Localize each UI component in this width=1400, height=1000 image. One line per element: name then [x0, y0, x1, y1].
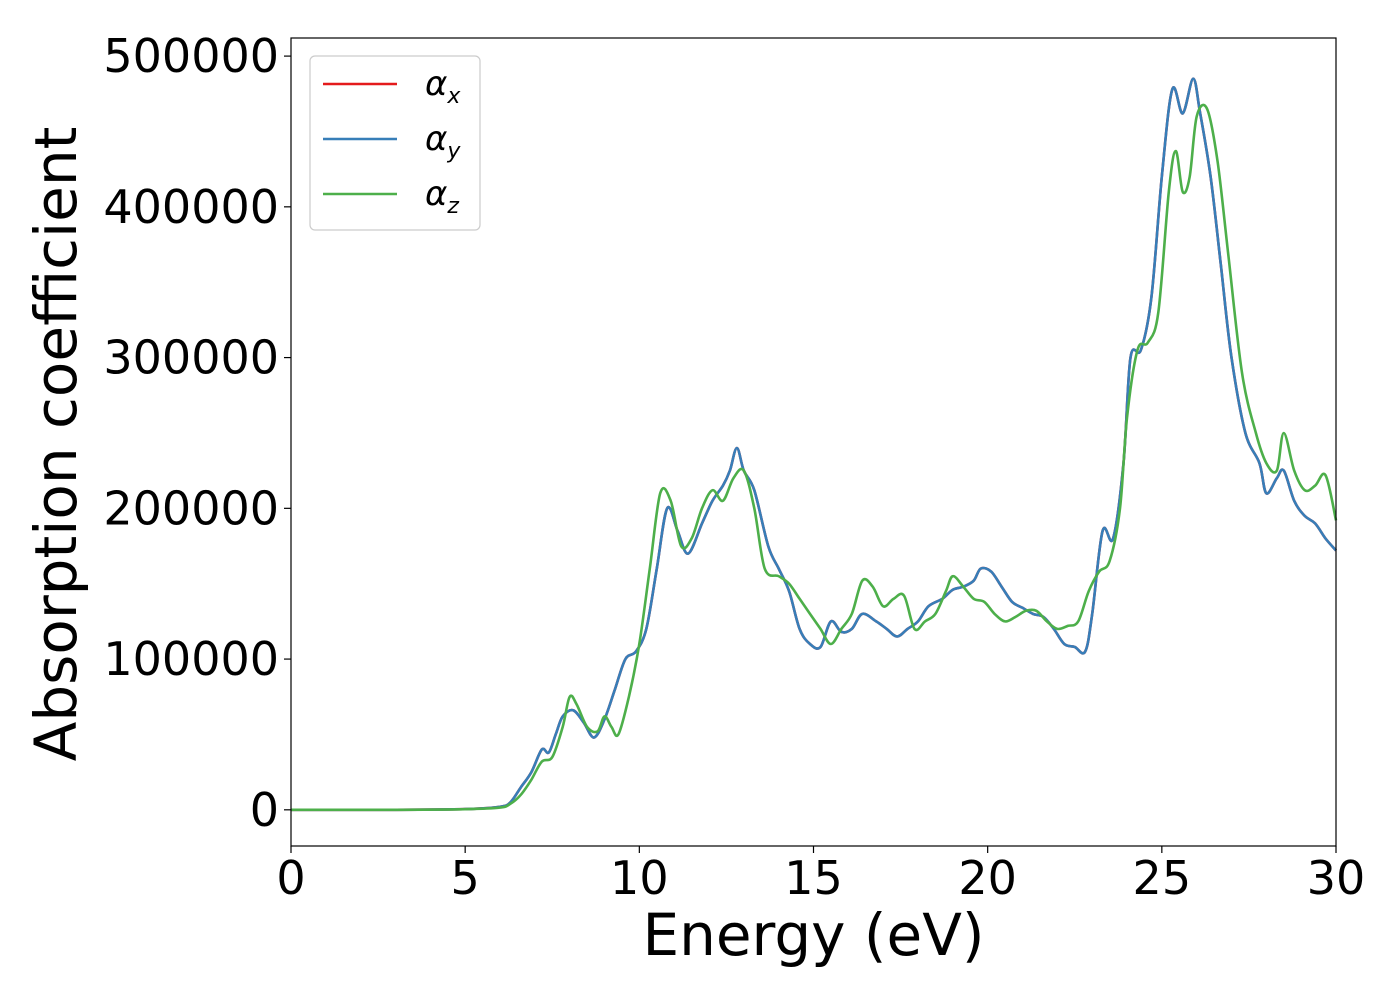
- series-line-z: [290, 103, 1338, 812]
- y-axis-ticks: 0 100000 200000 300000 400000 500000: [103, 29, 291, 837]
- plot-lines: [290, 77, 1338, 812]
- legend-label-symbol: α: [425, 119, 447, 159]
- y-tick-label: 200000: [103, 481, 279, 535]
- x-tick-label: 15: [784, 851, 843, 905]
- x-tick-label: 0: [276, 851, 305, 905]
- legend-label-symbol: α: [425, 64, 447, 104]
- series-line-y: [290, 77, 1337, 812]
- y-tick-label: 300000: [103, 331, 279, 385]
- x-tick-label: 5: [451, 851, 480, 905]
- legend-label-symbol: α: [425, 174, 447, 214]
- x-tick-label: 20: [958, 851, 1017, 905]
- legend-label-subscript: z: [446, 194, 459, 219]
- legend-label-z: αz: [425, 174, 459, 219]
- y-axis-title: Absorption coefficient: [22, 127, 90, 762]
- legend-label-x: αx: [425, 64, 461, 109]
- y-tick-label: 400000: [103, 180, 279, 234]
- legend-label-y: αy: [425, 119, 461, 164]
- x-axis-title: Energy (eV): [642, 901, 984, 969]
- x-axis-ticks: 0 5 10 15 20 25 30: [276, 846, 1365, 905]
- legend-label-subscript: x: [446, 84, 461, 109]
- x-tick-label: 30: [1307, 851, 1366, 905]
- x-tick-label: 10: [610, 851, 669, 905]
- y-tick-label: 500000: [103, 29, 279, 83]
- y-tick-label: 0: [250, 783, 279, 837]
- y-tick-label: 100000: [103, 632, 279, 686]
- legend-label-subscript: y: [446, 139, 461, 164]
- x-tick-label: 25: [1133, 851, 1192, 905]
- legend-box: [309, 55, 481, 231]
